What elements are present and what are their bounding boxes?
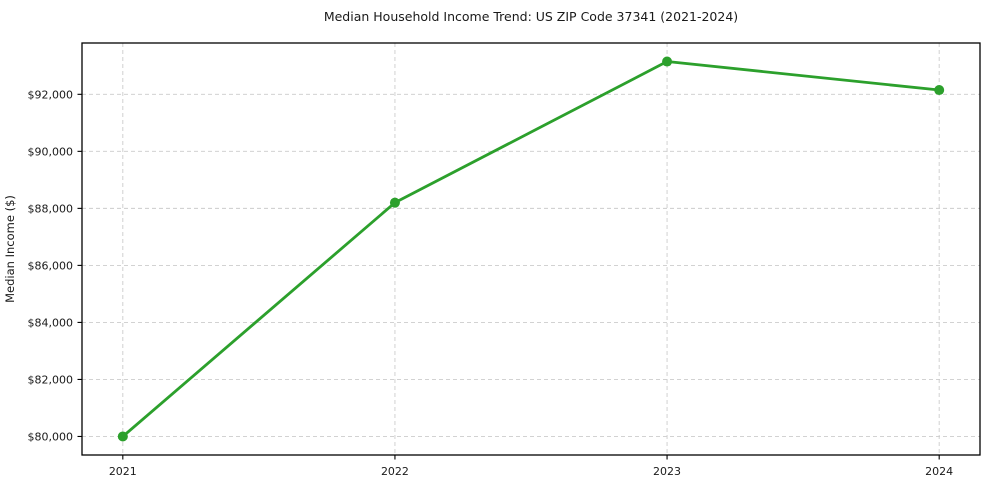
x-tick-label: 2024 — [925, 465, 953, 478]
series-line — [121, 60, 941, 438]
data-point-2023 — [662, 56, 673, 67]
data-point-2022 — [389, 197, 400, 208]
y-tick-label: $88,000 — [28, 202, 74, 215]
y-tick-label: $92,000 — [28, 88, 74, 101]
series-layer — [117, 56, 945, 442]
x-tick-label: 2023 — [653, 465, 681, 478]
chart-title: Median Household Income Trend: US ZIP Co… — [324, 9, 738, 24]
x-tick-label: 2022 — [381, 465, 409, 478]
grid-layer — [82, 43, 980, 455]
plot-border — [81, 42, 981, 456]
y-tick-label: $90,000 — [28, 145, 74, 158]
y-axis-label: Median Income ($) — [3, 195, 17, 303]
y-tick-label: $84,000 — [28, 316, 74, 329]
data-point-2024 — [934, 85, 945, 96]
x-tick-label: 2021 — [109, 465, 137, 478]
y-tick-label: $82,000 — [28, 373, 74, 386]
data-point-2021 — [117, 431, 128, 442]
y-tick-label: $80,000 — [28, 430, 74, 443]
y-tick-label: $86,000 — [28, 259, 74, 272]
axes-layer: $80,000 $82,000 $84,000 $86,000 $88,000 $90,0… — [28, 42, 981, 478]
